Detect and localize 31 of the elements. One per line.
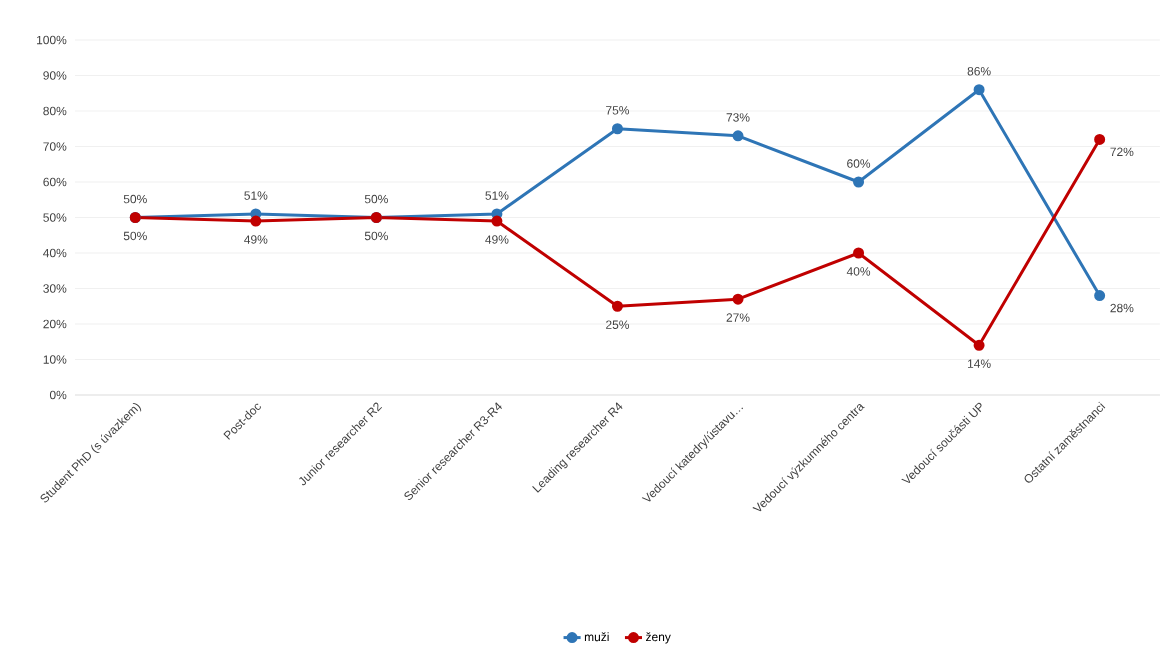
data-label: 51%: [485, 191, 509, 200]
data-label: 50%: [364, 194, 388, 204]
y-tick-label: 70%: [43, 142, 67, 151]
data-label: 27%: [726, 313, 750, 322]
y-tick-label: 0%: [49, 390, 67, 400]
data-label: 14%: [967, 359, 991, 368]
y-tick-label: 40%: [43, 248, 67, 258]
data-label: 60%: [847, 159, 871, 168]
data-label: 50%: [123, 194, 147, 204]
y-tick-label: 20%: [43, 319, 67, 329]
legend-label: muži: [584, 632, 609, 642]
data-label: 50%: [123, 231, 147, 241]
data-label: 73%: [726, 113, 750, 122]
data-label: 51%: [244, 191, 268, 200]
y-tick-label: 60%: [43, 177, 67, 187]
data-label: 49%: [485, 235, 509, 244]
data-label: 75%: [606, 106, 630, 115]
data-label: 72%: [1110, 147, 1134, 157]
data-label: 49%: [244, 235, 268, 244]
data-label: 40%: [846, 267, 871, 276]
data-label: 50%: [364, 231, 388, 241]
y-tick-label: 90%: [43, 71, 67, 80]
legend-label: ženy: [646, 632, 671, 644]
y-tick-label: 10%: [43, 355, 67, 364]
data-label: 25%: [606, 320, 630, 329]
y-tick-label: 50%: [43, 213, 67, 222]
y-tick-label: 30%: [43, 284, 67, 293]
y-tick-label: 100%: [37, 35, 67, 45]
data-label: 28%: [1110, 303, 1134, 313]
y-tick-label: 80%: [43, 106, 67, 116]
data-label: 86%: [967, 67, 991, 76]
